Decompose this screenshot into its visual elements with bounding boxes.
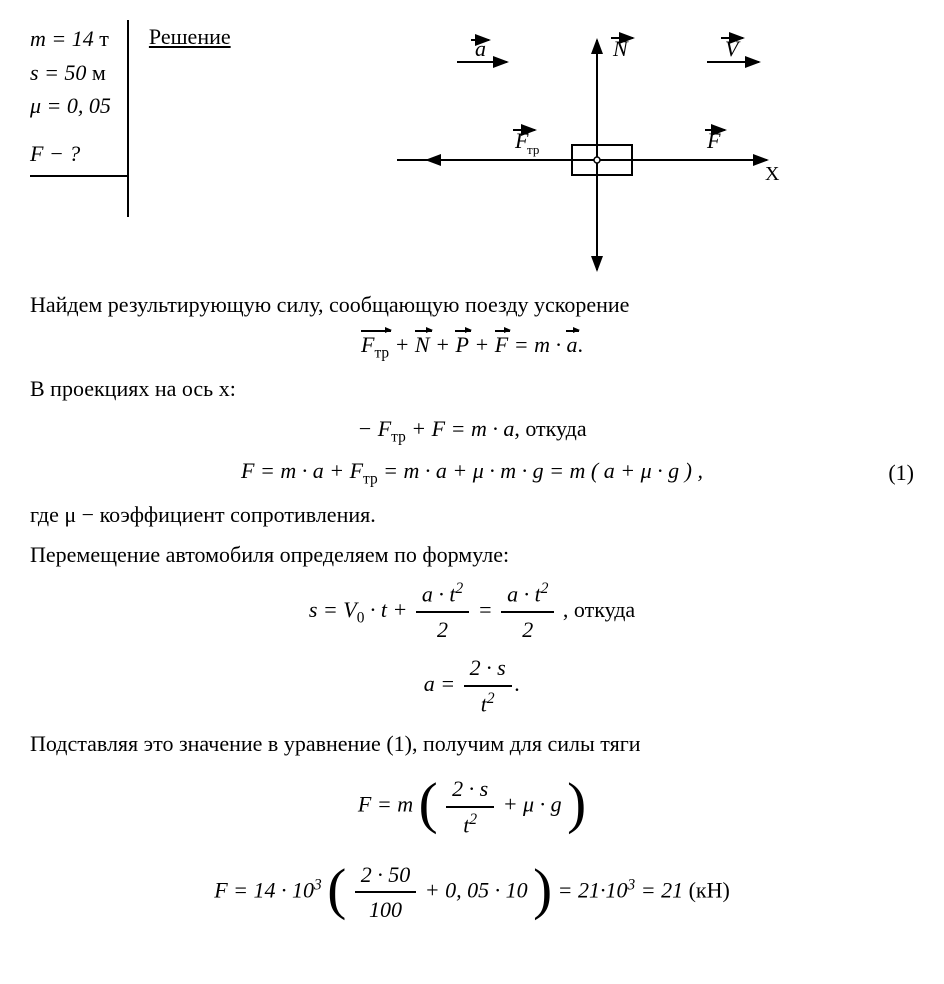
eq-a: a = 2 · st2. <box>30 653 914 719</box>
svg-text:F: F <box>706 128 721 153</box>
para-5: Подставляя это значение в уравнение (1),… <box>30 729 914 759</box>
val: = 14 <box>51 26 93 51</box>
eq-s: s = V0 · t + a · t22 = a · t22 , откуда <box>30 579 914 645</box>
val: = 0, 05 <box>47 93 111 118</box>
unit: т <box>99 26 109 51</box>
eq-force: F = m · a + Fтр = m · a + μ · m · g = m … <box>30 456 914 490</box>
result2: = 21 <box>641 877 683 902</box>
given-mass: m = 14 т <box>30 24 111 54</box>
given-mu: μ = 0, 05 <box>30 91 111 121</box>
given-block: m = 14 т s = 50 м μ = 0, 05 F − ? <box>30 20 129 177</box>
para-4: Перемещение автомобиля определяем по фор… <box>30 540 914 570</box>
sym: s <box>30 60 39 85</box>
svg-text:тр: тр <box>527 142 539 157</box>
eq-F-num: F = 14 · 103 ( 2 · 50100 + 0, 05 · 10 ) … <box>30 854 914 931</box>
result-exp: 3 <box>628 876 636 893</box>
eq-newton: Fтр + N + P + F = m · a. <box>30 330 914 364</box>
para-1: Найдем результирующую силу, сообщающую п… <box>30 290 914 320</box>
unit: м <box>92 60 106 85</box>
result: = 21·10 <box>558 877 628 902</box>
svg-text:N: N <box>612 36 629 61</box>
eq-tag-1: (1) <box>888 458 914 488</box>
find-row: F − ? <box>30 139 111 169</box>
eq-proj: − Fтр + F = m · a, откуда <box>30 414 914 448</box>
para-2: В проекциях на ось x: <box>30 374 914 404</box>
svg-text:X: X <box>765 163 780 185</box>
val: = 50 <box>44 60 86 85</box>
sym: m <box>30 26 46 51</box>
vertical-divider <box>127 20 129 217</box>
given-dist: s = 50 м <box>30 58 111 88</box>
sym: μ <box>30 93 41 118</box>
header-block: m = 14 т s = 50 м μ = 0, 05 F − ? Решени… <box>30 20 914 280</box>
horizontal-divider <box>30 175 129 177</box>
svg-text:V: V <box>725 36 741 61</box>
result-unit: (кН) <box>689 877 730 902</box>
force-diagram: a N V F тр F X <box>241 20 914 280</box>
para-3: где μ − коэффициент сопротивления. <box>30 500 914 530</box>
eq-F-final: F = m ( 2 · st2 + μ · g ) <box>30 768 914 845</box>
solution-label: Решение <box>149 22 231 52</box>
